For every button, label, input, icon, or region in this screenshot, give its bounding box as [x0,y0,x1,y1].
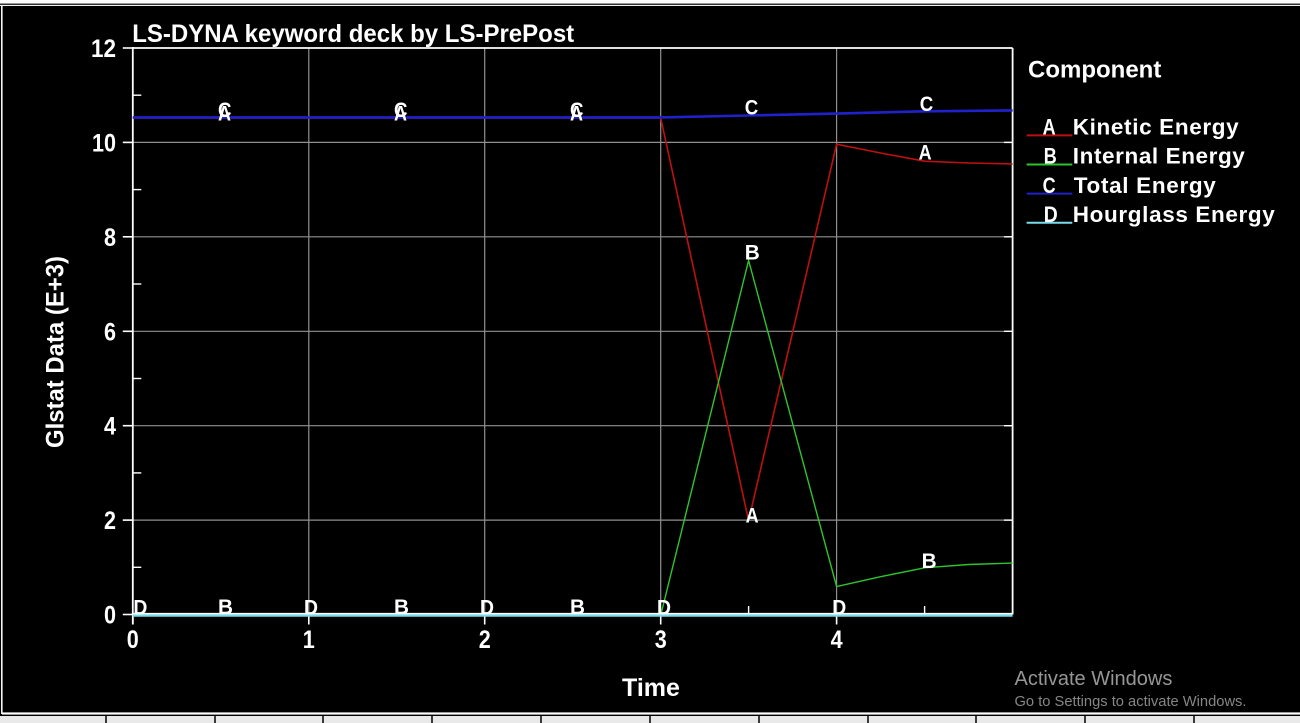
svg-text:C: C [745,97,759,120]
svg-text:6: 6 [104,318,116,346]
svg-text:2: 2 [104,507,116,535]
svg-text:D: D [133,596,147,619]
svg-text:B: B [570,596,585,619]
svg-text:Hourglass Energy: Hourglass Energy [1073,202,1275,227]
svg-text:2: 2 [479,626,491,654]
svg-text:D: D [1044,202,1058,227]
svg-text:1: 1 [303,626,315,654]
svg-text:B: B [1044,144,1057,169]
svg-text:A: A [570,103,583,126]
svg-text:Glstat Data (E+3): Glstat Data (E+3) [42,256,70,448]
svg-text:10: 10 [92,129,116,157]
svg-text:D: D [657,596,671,619]
svg-text:D: D [304,596,318,619]
svg-text:Total Energy: Total Energy [1074,173,1216,198]
svg-text:Kinetic Energy: Kinetic Energy [1073,115,1239,140]
svg-text:C: C [218,99,232,122]
svg-text:A: A [1043,115,1056,140]
svg-text:A: A [746,504,759,527]
svg-text:Go to Settings to activate Win: Go to Settings to activate Windows. [1015,694,1247,710]
svg-text:0: 0 [127,626,139,654]
svg-text:A: A [919,141,932,164]
svg-text:C: C [394,99,408,122]
svg-text:D: D [832,596,846,619]
svg-text:A: A [218,103,231,126]
svg-text:0: 0 [104,602,116,630]
svg-text:B: B [745,242,760,265]
svg-text:12: 12 [91,35,116,63]
svg-text:B: B [218,596,233,619]
svg-text:C: C [920,93,934,116]
svg-text:Activate Windows: Activate Windows [1015,668,1173,690]
svg-text:A: A [394,103,407,126]
svg-text:C: C [1043,173,1056,198]
svg-text:8: 8 [104,224,116,252]
svg-text:Component: Component [1028,56,1161,83]
svg-text:B: B [394,596,409,619]
svg-text:LS-DYNA keyword deck by LS-Pre: LS-DYNA keyword deck by LS-PrePost [132,20,575,48]
svg-text:3: 3 [655,626,667,654]
svg-text:D: D [480,596,494,619]
svg-text:4: 4 [104,413,116,441]
svg-text:4: 4 [831,626,843,654]
svg-text:B: B [922,550,937,573]
svg-text:C: C [570,99,584,122]
svg-text:Internal Energy: Internal Energy [1073,144,1245,169]
svg-text:Time: Time [622,674,680,702]
